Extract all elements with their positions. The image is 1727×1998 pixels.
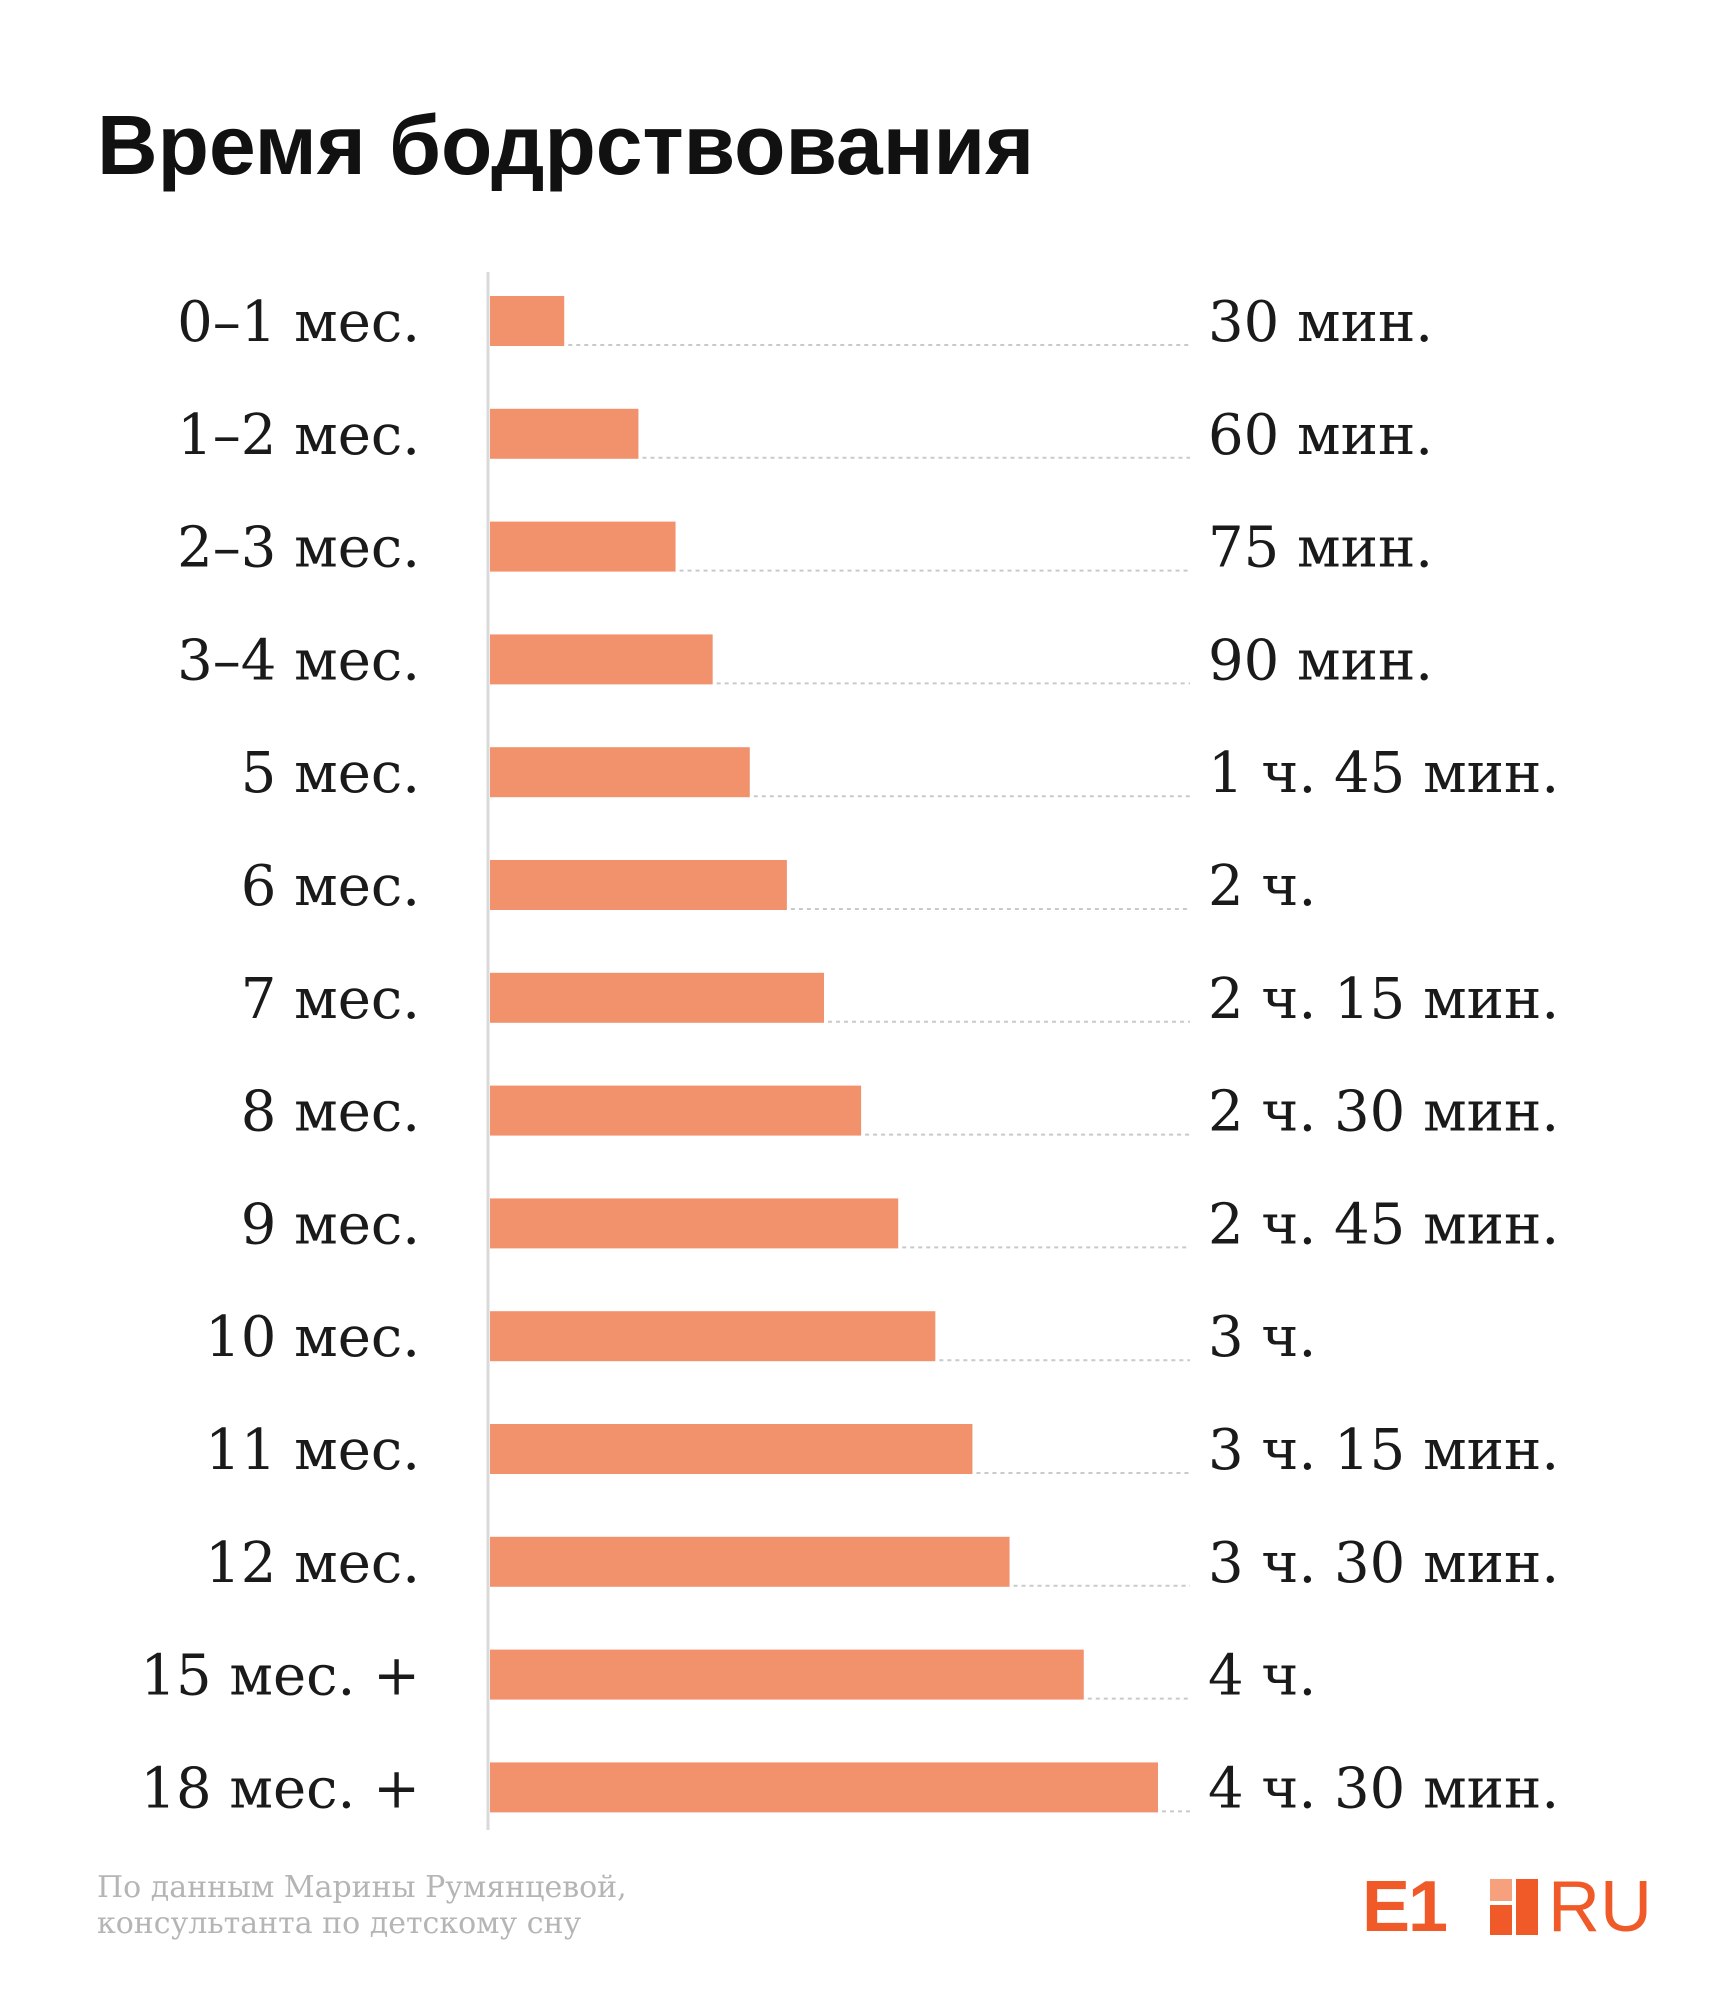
value-label: 3 ч. bbox=[1208, 1305, 1316, 1370]
category-label: 15 мес. + bbox=[140, 1644, 420, 1709]
category-label: 0–1 мес. bbox=[177, 290, 420, 355]
category-label: 5 мес. bbox=[241, 741, 420, 806]
bar bbox=[490, 521, 676, 572]
bar bbox=[490, 1762, 1158, 1813]
category-label: 7 мес. bbox=[241, 967, 420, 1032]
category-label: 12 мес. bbox=[205, 1531, 420, 1596]
value-label: 30 мин. bbox=[1208, 290, 1433, 355]
bar bbox=[490, 408, 639, 459]
bar bbox=[490, 1311, 936, 1362]
source-line-1: По данным Марины Румянцевой, bbox=[97, 1870, 627, 1905]
value-label: 2 ч. 45 мин. bbox=[1208, 1192, 1559, 1257]
category-label: 18 мес. + bbox=[140, 1756, 420, 1821]
bar bbox=[490, 1085, 862, 1136]
value-label: 4 ч. bbox=[1208, 1644, 1316, 1709]
bar bbox=[490, 1424, 973, 1474]
source-note: По данным Марины Румянцевой, консультант… bbox=[97, 1870, 797, 1942]
category-label: 9 мес. bbox=[241, 1192, 420, 1257]
category-label: 6 мес. bbox=[241, 854, 420, 919]
category-label: 8 мес. bbox=[241, 1080, 420, 1145]
bar bbox=[490, 634, 713, 685]
logo-text-ru: RU bbox=[1548, 1867, 1652, 1947]
value-label: 3 ч. 15 мин. bbox=[1208, 1418, 1559, 1483]
bar bbox=[490, 860, 787, 910]
value-label: 3 ч. 30 мин. bbox=[1208, 1531, 1559, 1596]
value-label: 90 мин. bbox=[1208, 628, 1433, 693]
value-label: 60 мин. bbox=[1208, 403, 1433, 468]
bar bbox=[490, 1649, 1084, 1700]
bar bbox=[490, 747, 750, 798]
category-label: 1–2 мес. bbox=[177, 403, 420, 468]
category-label: 11 мес. bbox=[205, 1418, 420, 1483]
value-label: 2 ч. 30 мин. bbox=[1208, 1080, 1559, 1145]
source-line-2: консультанта по детскому сну bbox=[97, 1906, 582, 1941]
bar bbox=[490, 296, 565, 346]
category-label: 3–4 мес. bbox=[177, 628, 420, 693]
bar bbox=[490, 972, 824, 1023]
bar bbox=[490, 1198, 899, 1249]
logo-block-icon bbox=[1490, 1879, 1538, 1935]
chart-title: Время бодрствования bbox=[97, 98, 1035, 192]
category-label: 10 мес. bbox=[205, 1305, 420, 1370]
logo-text-e1: E1 bbox=[1362, 1867, 1448, 1947]
value-label: 4 ч. 30 мин. bbox=[1208, 1756, 1559, 1821]
value-label: 2 ч. bbox=[1208, 854, 1316, 919]
chart-rows: 0–1 мес. 30 мин. 1–2 мес. 60 мин. 2–3 мес. 75… bbox=[140, 290, 1559, 1821]
bar bbox=[490, 1536, 1010, 1587]
category-label: 2–3 мес. bbox=[177, 516, 420, 581]
value-label: 2 ч. 15 мин. bbox=[1208, 967, 1559, 1032]
value-label: 1 ч. 45 мин. bbox=[1208, 741, 1559, 806]
value-label: 75 мин. bbox=[1208, 516, 1433, 581]
